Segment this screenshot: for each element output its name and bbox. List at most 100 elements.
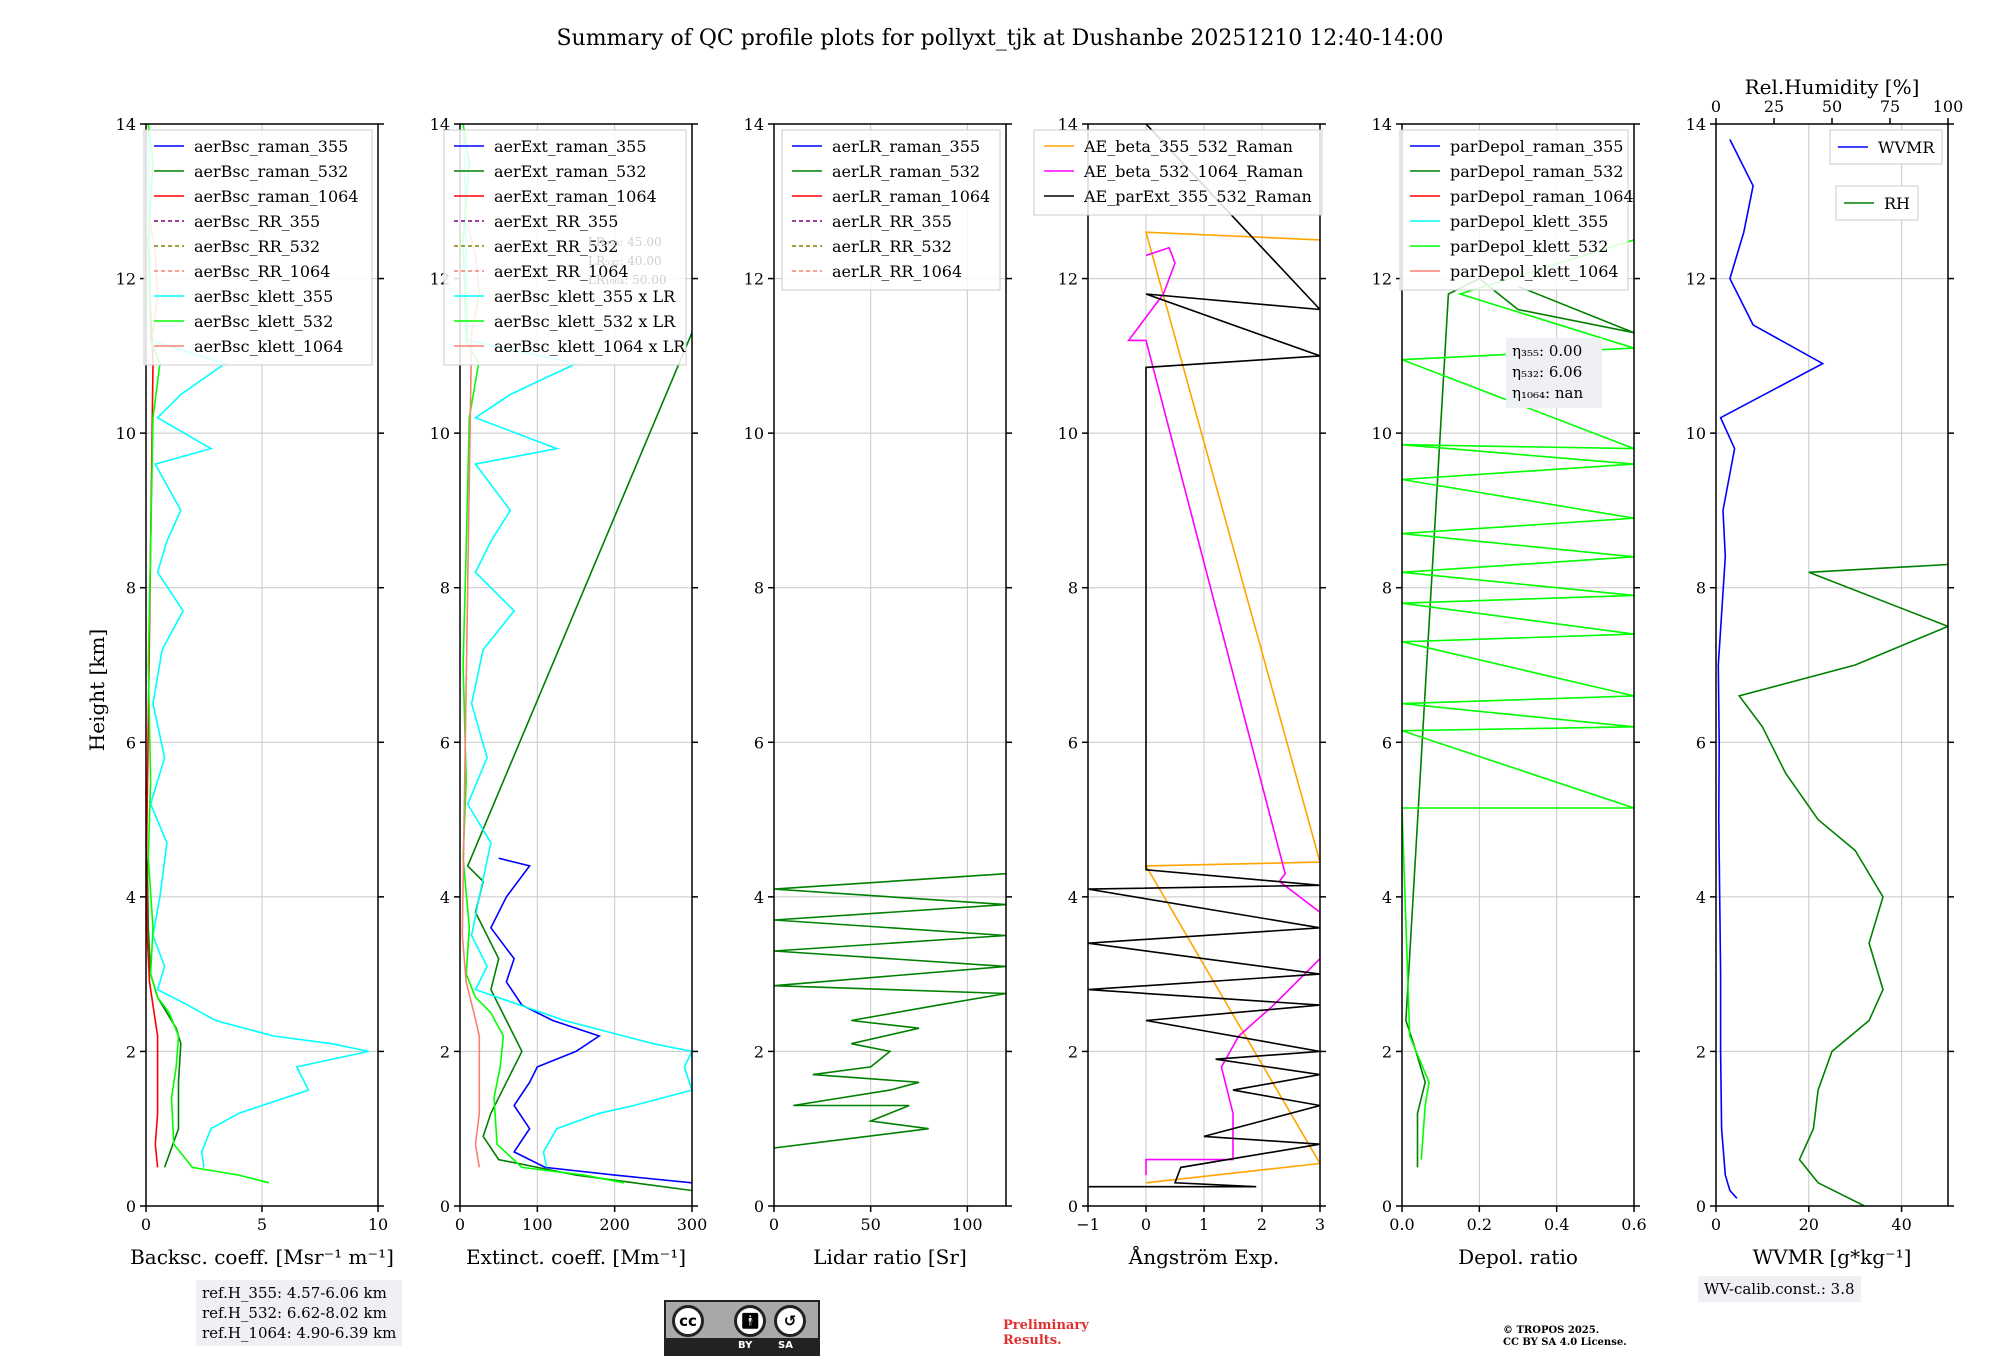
x-axis-label: WVMR [g*kg⁻¹] [1753, 1245, 1912, 1269]
lidar-ratio-annotation: LR₁₀₆₄: 50.00 [588, 273, 666, 287]
copyright-line-1: © TROPOS 2025. [1503, 1325, 1600, 1336]
legend-label: aerLR_RR_532 [832, 237, 952, 256]
lidar-ratio-annotation: LR₅₃₂: 40.00 [588, 254, 662, 268]
legend-label: AE_beta_355_532_Raman [1083, 137, 1293, 156]
legend-label: aerLR_raman_355 [832, 137, 980, 156]
series-line-aerLR-raman-532 [774, 872, 1006, 1149]
x-tick-label: 100 [952, 1215, 983, 1234]
cc-badge-top: cc 🚹︎ ↺ [666, 1302, 818, 1338]
x-tick-label: 0 [1141, 1215, 1151, 1234]
legend-label: aerBsc_klett_532 [194, 312, 333, 331]
series-line-aerExt-raman-355 [489, 857, 692, 1184]
y-tick-label: 12 [1372, 270, 1392, 289]
x-tick-label: 0 [1711, 1215, 1721, 1234]
y-tick-label: 10 [116, 424, 136, 443]
panel-backscatter: 0 2 4 6 8 10 12 14 0 5 10 Backsc. coeff. [Msr⁻¹ m⁻¹… [116, 115, 394, 1269]
panel-depol: 0 2 4 6 8 10 12 14 0.0 0.2 0.4 0.6 Depol. ratio parDe… [1372, 115, 1647, 1269]
legend-label: aerExt_RR_355 [494, 212, 618, 231]
y-tick-label: 8 [126, 579, 136, 598]
y-tick-label: 6 [754, 733, 764, 752]
legend-label: parDepol_klett_355 [1450, 212, 1608, 231]
series-line-RH [1737, 563, 1948, 1206]
series-line-aerBsc-klett-355 [147, 131, 369, 1168]
x-tick-label: 0 [141, 1215, 151, 1234]
plot-frame [145, 123, 379, 1207]
y-tick-label: 8 [440, 579, 450, 598]
x-tick-label: 3 [1315, 1215, 1325, 1234]
y-tick-label: 10 [1686, 424, 1706, 443]
legend-box [781, 129, 1001, 291]
plot-frame [1087, 123, 1321, 1207]
series-line-WVMR [1717, 139, 1825, 1199]
y-tick-label: 6 [1068, 733, 1078, 752]
share-alike-icon: ↺ [774, 1305, 806, 1337]
x-axis-label: Extinct. coeff. [Mm⁻¹] [466, 1245, 686, 1269]
y-tick-label: 14 [430, 115, 450, 134]
legend-label: parDepol_raman_532 [1450, 162, 1623, 181]
x2-tick-label: 100 [1933, 97, 1964, 116]
panel-wv: 0 2 4 6 8 10 12 14 0 20 40 WVMR [g*kg⁻¹] 0 25 50 75 100 R… [1686, 75, 1964, 1269]
y-tick-label: 10 [1372, 424, 1392, 443]
eta-annotation-box [1506, 338, 1602, 408]
legend-label: aerExt_raman_355 [494, 137, 647, 156]
reference-height-box: ref.H_355: 4.57-6.06 km ref.H_532: 6.62-… [196, 1280, 403, 1346]
legend-label: aerExt_RR_532 [494, 237, 618, 256]
legend-label: aerLR_RR_355 [832, 212, 952, 231]
series-line-AE-beta-532-1064-Raman [1126, 246, 1320, 1176]
cc-license-badge: cc 🚹︎ ↺ BY SA [664, 1300, 820, 1356]
attribution-icon: 🚹︎ [734, 1305, 766, 1337]
y-tick-label: 4 [1068, 888, 1078, 907]
y-tick-label: 2 [126, 1042, 136, 1061]
y-tick-label: 4 [440, 888, 450, 907]
y-tick-label: 2 [754, 1042, 764, 1061]
y-tick-label: 12 [116, 270, 136, 289]
y-tick-label: 2 [1696, 1042, 1706, 1061]
x-tick-label: 10 [368, 1215, 388, 1234]
y-tick-label: 14 [744, 115, 764, 134]
cc-by-label: BY [738, 1340, 753, 1351]
series-line-aerBsc-klett-1064-x-LR [461, 224, 481, 1168]
x-axis-label: Lidar ratio [Sr] [813, 1245, 967, 1269]
eta-annotation: η₁₀₆₄: nan [1512, 384, 1583, 402]
y-tick-label: 0 [1068, 1197, 1078, 1216]
plot-frame [459, 123, 693, 1207]
series-line-aerBsc-raman-1064 [146, 239, 159, 1168]
x-tick-label: 0.4 [1544, 1215, 1569, 1234]
legend-box [1399, 129, 1629, 291]
legend-label: WVMR [1878, 138, 1935, 157]
x-tick-label: 5 [257, 1215, 267, 1234]
legend-box [143, 129, 373, 366]
y-tick-label: 4 [754, 888, 764, 907]
y-tick-label: 6 [1382, 733, 1392, 752]
x2-tick-label: 25 [1764, 97, 1784, 116]
legend-label: aerBsc_klett_532 x LR [494, 312, 676, 331]
legend-label: parDepol_raman_355 [1450, 137, 1623, 156]
y-tick-label: 14 [1058, 115, 1078, 134]
y-tick-label: 6 [440, 733, 450, 752]
y-tick-label: 0 [1382, 1197, 1392, 1216]
legend-label: aerLR_raman_532 [832, 162, 980, 181]
preliminary-line-1: Preliminary [1003, 1318, 1089, 1333]
y-tick-label: 10 [744, 424, 764, 443]
legend-label: RH [1884, 194, 1910, 213]
x-tick-label: 2 [1257, 1215, 1267, 1234]
legend-label: aerBsc_klett_1064 x LR [494, 337, 686, 356]
wv-calibration-box: WV-calib.const.: 3.8 [1698, 1276, 1861, 1302]
cc-sa-label: SA [778, 1340, 793, 1351]
legend-label: parDepol_klett_532 [1450, 237, 1608, 256]
x-tick-label: 0 [769, 1215, 779, 1234]
preliminary-line-2: Results. [1003, 1333, 1062, 1348]
y-tick-label: 14 [1686, 115, 1706, 134]
y-tick-label: 10 [1058, 424, 1078, 443]
y-tick-label: 14 [1372, 115, 1392, 134]
y-tick-label: 10 [430, 424, 450, 443]
y-tick-label: 0 [126, 1197, 136, 1216]
x-tick-label: −1 [1076, 1215, 1100, 1234]
y-tick-label: 8 [1382, 579, 1392, 598]
legend-label: aerExt_RR_1064 [494, 262, 629, 281]
ref-height-1064: ref.H_1064: 4.90-6.39 km [202, 1324, 397, 1342]
legend-label: aerBsc_raman_355 [194, 137, 348, 156]
legend-box [1033, 129, 1323, 216]
x-tick-label: 0 [455, 1215, 465, 1234]
